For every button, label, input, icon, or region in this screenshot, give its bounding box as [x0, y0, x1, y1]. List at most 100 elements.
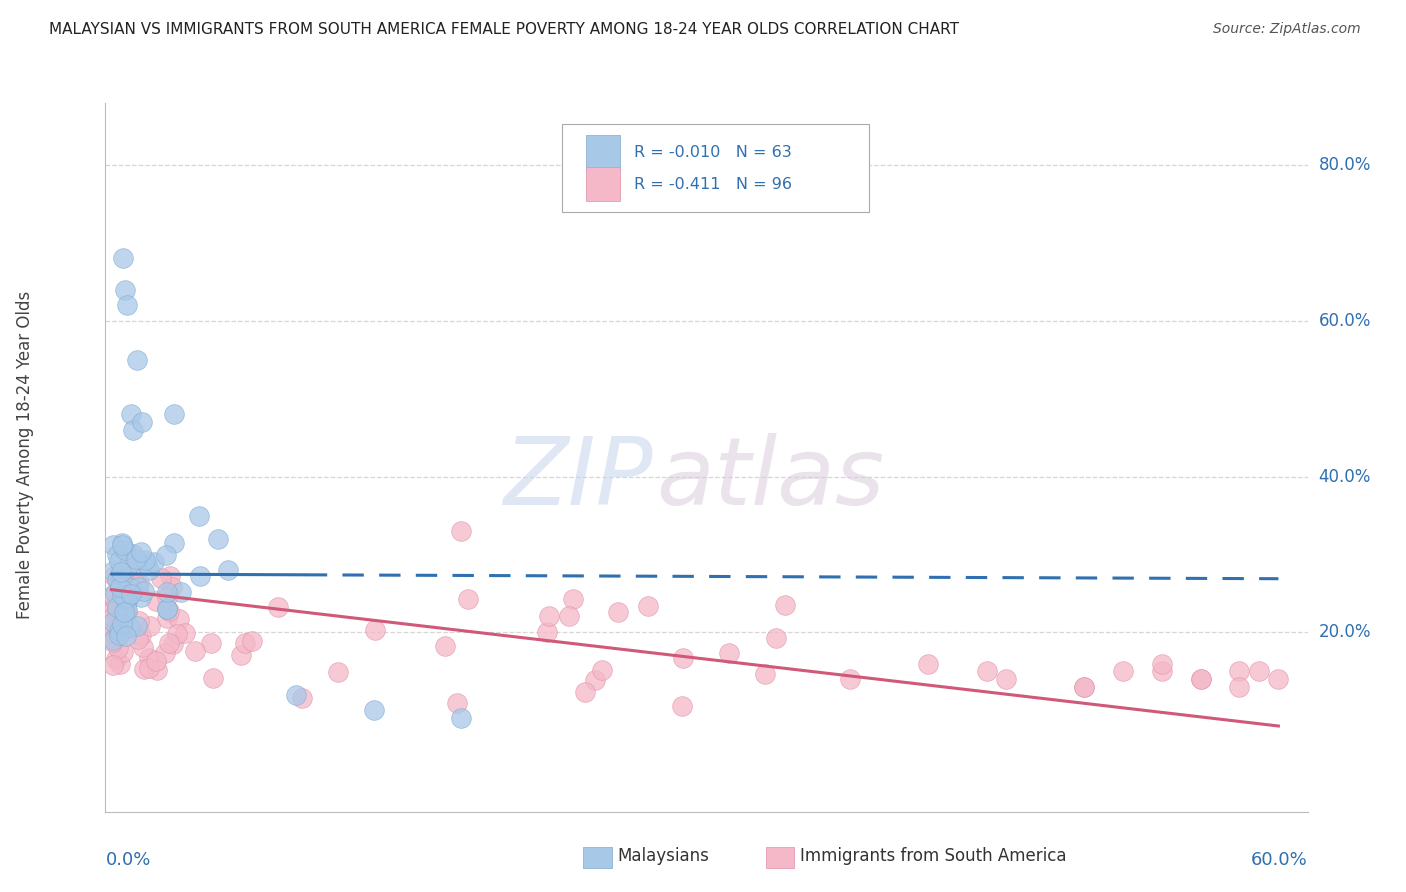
Point [561, 592, 583, 607]
Point [754, 667, 776, 681]
Point [110, 565, 132, 579]
Point [995, 672, 1018, 686]
Point [103, 610, 125, 624]
Point [129, 628, 152, 642]
Point [105, 596, 128, 610]
Point [114, 629, 136, 643]
Point [150, 571, 173, 585]
Point [103, 631, 125, 645]
Point [105, 600, 128, 615]
Point [107, 640, 129, 655]
Point [773, 598, 796, 612]
Point [127, 580, 149, 594]
Point [229, 648, 252, 663]
Point [103, 537, 125, 551]
Point [200, 636, 222, 650]
Point [839, 672, 862, 686]
Point [115, 605, 138, 619]
Point [127, 619, 149, 633]
Point [114, 283, 136, 297]
Point [159, 569, 181, 583]
Point [1247, 665, 1270, 679]
Point [917, 657, 939, 671]
Point [765, 631, 787, 645]
Point [107, 624, 129, 638]
Point [120, 586, 142, 600]
Point [114, 609, 136, 624]
Point [207, 532, 229, 546]
Point [163, 535, 186, 549]
Point [127, 632, 149, 647]
Point [115, 589, 138, 603]
Point [111, 599, 134, 613]
Point [291, 691, 314, 706]
Point [122, 576, 145, 591]
Point [115, 298, 138, 312]
Point [103, 588, 125, 602]
Point [672, 651, 695, 665]
Point [107, 628, 129, 642]
Point [108, 580, 131, 594]
Point [129, 544, 152, 558]
Point [107, 622, 129, 636]
Point [111, 252, 134, 266]
Point [157, 604, 180, 618]
Text: 40.0%: 40.0% [1319, 467, 1371, 485]
Point [128, 576, 150, 591]
Point [1073, 680, 1095, 694]
Point [157, 636, 180, 650]
Point [138, 619, 160, 633]
Point [267, 600, 290, 615]
Point [132, 584, 155, 599]
Point [326, 665, 349, 679]
Point [155, 585, 177, 599]
FancyBboxPatch shape [562, 124, 869, 212]
Point [156, 602, 179, 616]
Point [103, 564, 125, 578]
Text: ZIP: ZIP [503, 433, 652, 524]
Point [1189, 672, 1212, 686]
Point [132, 662, 155, 676]
Point [536, 625, 558, 640]
Point [1112, 665, 1135, 679]
Point [201, 671, 224, 685]
Point [105, 574, 128, 588]
Point [115, 599, 138, 613]
Point [718, 646, 741, 660]
Point [125, 552, 148, 566]
Point [233, 636, 256, 650]
Point [129, 590, 152, 604]
Point [114, 591, 136, 605]
Point [117, 591, 139, 606]
Text: Malaysians: Malaysians [617, 847, 709, 865]
Point [103, 603, 125, 617]
Bar [586, 136, 620, 169]
Point [138, 563, 160, 577]
Bar [586, 167, 620, 202]
Point [976, 665, 998, 679]
Point [131, 415, 153, 429]
Point [240, 634, 263, 648]
Point [103, 615, 125, 629]
Point [108, 657, 131, 672]
Point [128, 614, 150, 628]
Point [156, 602, 179, 616]
Point [108, 571, 131, 585]
Point [184, 643, 207, 657]
Point [121, 423, 143, 437]
Point [108, 628, 131, 642]
Point [142, 555, 165, 569]
Point [574, 685, 596, 699]
Point [155, 548, 177, 562]
Point [108, 554, 131, 568]
Point [160, 580, 183, 594]
Point [105, 548, 128, 562]
Point [557, 609, 579, 624]
Point [162, 407, 184, 421]
Point [170, 585, 193, 599]
Point [103, 568, 125, 582]
Text: atlas: atlas [657, 433, 884, 524]
Point [1150, 665, 1173, 679]
Point [1073, 680, 1095, 694]
Point [111, 538, 134, 552]
